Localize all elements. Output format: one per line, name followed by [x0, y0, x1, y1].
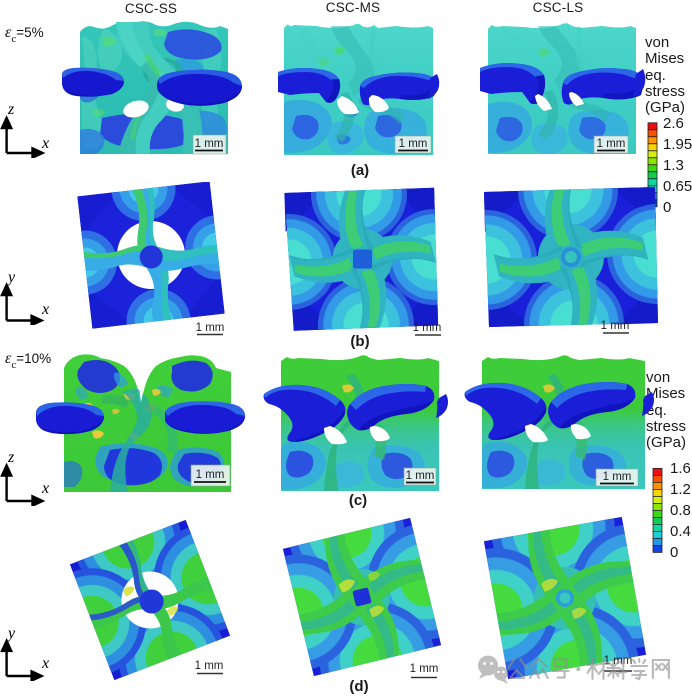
svg-text:z: z: [7, 101, 15, 118]
svg-text:1 mm: 1 mm: [603, 471, 632, 483]
svg-text:y: y: [6, 625, 16, 642]
svg-text:1 mm: 1 mm: [597, 138, 626, 150]
svg-text:1 mm: 1 mm: [195, 138, 224, 150]
svg-text:1 mm: 1 mm: [601, 320, 630, 332]
svg-text:1 mm: 1 mm: [195, 660, 224, 672]
svg-text:1 mm: 1 mm: [413, 322, 442, 334]
svg-text:1 mm: 1 mm: [196, 322, 225, 334]
svg-text:1 mm: 1 mm: [410, 663, 439, 675]
svg-text:1 mm: 1 mm: [196, 469, 225, 481]
svg-text:z: z: [7, 449, 15, 466]
svg-text:1 mm: 1 mm: [399, 138, 428, 150]
svg-text:x: x: [41, 135, 49, 152]
svg-text:x: x: [41, 655, 49, 672]
svg-text:y: y: [6, 269, 16, 286]
svg-text:1 mm: 1 mm: [406, 470, 435, 482]
svg-text:x: x: [41, 480, 49, 497]
svg-text:x: x: [41, 301, 49, 318]
